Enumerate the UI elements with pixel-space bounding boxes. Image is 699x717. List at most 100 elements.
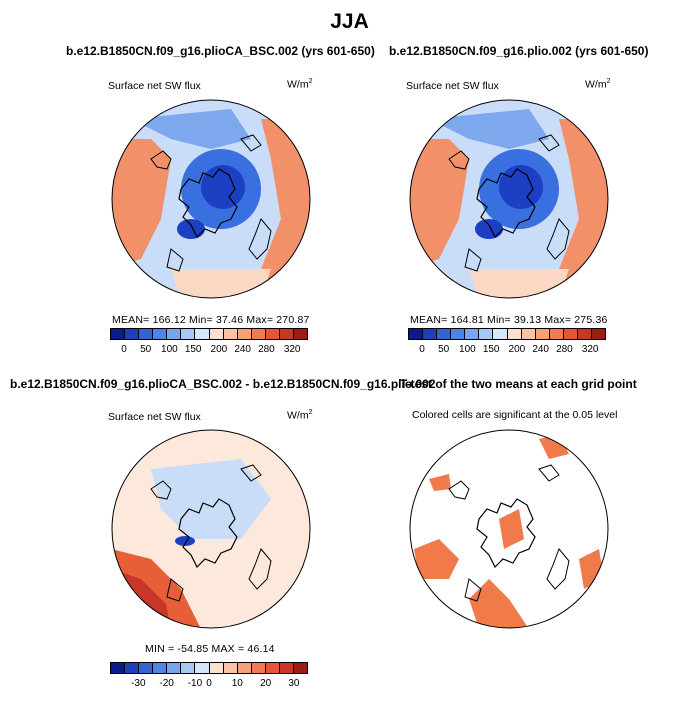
significant-cells bbox=[499, 509, 524, 549]
colorbar-swatch bbox=[195, 663, 210, 673]
colorbar-swatch bbox=[153, 663, 168, 673]
colorbar-tick-label: 10 bbox=[231, 678, 243, 689]
colorbar-swatch bbox=[209, 663, 224, 673]
coastline bbox=[150, 134, 272, 272]
colorbar-swatch bbox=[237, 329, 252, 339]
colorbar-tick-label: -20 bbox=[159, 678, 174, 689]
map-boundary bbox=[409, 429, 609, 629]
colorbar-swatch bbox=[251, 663, 266, 673]
colorbar-swatch bbox=[167, 663, 182, 673]
panel2-variable-label: Surface net SW flux bbox=[406, 80, 499, 92]
colorbar-swatch bbox=[237, 663, 252, 673]
colorbar-tick-label: 280 bbox=[556, 344, 573, 355]
colorbar-tick-label: 0 bbox=[419, 344, 425, 355]
colorbar-tick-label: -30 bbox=[131, 678, 146, 689]
colorbar-swatch bbox=[153, 329, 168, 339]
greenland-low-flux bbox=[475, 219, 503, 239]
colorbar-swatch bbox=[279, 663, 295, 673]
coastline bbox=[178, 498, 238, 569]
map-boundary bbox=[111, 99, 311, 299]
colorbar-swatch bbox=[592, 329, 606, 339]
panel3-polar-map bbox=[111, 429, 311, 629]
coastline bbox=[150, 464, 272, 602]
panel4-significance-map bbox=[409, 429, 609, 629]
cool-region bbox=[131, 109, 251, 149]
significant-cells bbox=[469, 579, 529, 628]
panel4-subtitle: Colored cells are significant at the 0.0… bbox=[412, 409, 618, 421]
colorbar-tick-label: 320 bbox=[581, 344, 599, 355]
panel3-stats: MIN = -54.85 MAX = 46.14 bbox=[145, 643, 275, 655]
panel2-colorbar bbox=[408, 328, 606, 340]
panel3-units: W/m2 bbox=[287, 409, 313, 422]
colorbar-tick-label: 50 bbox=[438, 344, 450, 355]
colorbar-swatch bbox=[223, 329, 238, 339]
colorbar-swatch bbox=[181, 663, 196, 673]
map-field bbox=[410, 100, 608, 298]
panel1-stats: MEAN= 166.12 Min= 37.46 Max= 270.87 bbox=[112, 314, 310, 326]
colorbar-swatch bbox=[111, 329, 126, 339]
panel2-units: W/m2 bbox=[585, 78, 611, 91]
coastline bbox=[178, 168, 238, 239]
colorbar-swatch bbox=[111, 663, 126, 673]
colorbar-swatch bbox=[294, 329, 308, 339]
figure-title: JJA bbox=[330, 10, 369, 33]
map-boundary bbox=[409, 99, 609, 299]
colorbar-swatch bbox=[563, 329, 578, 339]
colorbar-tick-label: 100 bbox=[459, 344, 476, 355]
significant-cells bbox=[429, 474, 451, 491]
panel4-title: T-test of the two means at each grid poi… bbox=[400, 377, 637, 391]
colorbar-swatch bbox=[549, 329, 564, 339]
panel2-polar-map bbox=[409, 99, 609, 299]
greenland-low-flux bbox=[177, 219, 205, 239]
colorbar-tick-label: 150 bbox=[184, 344, 202, 355]
map-field bbox=[112, 100, 310, 298]
coastline bbox=[448, 134, 570, 272]
colorbar-swatch bbox=[139, 329, 154, 339]
panel1-polar-map bbox=[111, 99, 311, 299]
panel2-title: b.e12.B1850CN.f09_g16.plio.002 (yrs 601-… bbox=[389, 44, 649, 58]
panel3-title: b.e12.B1850CN.f09_g16.plioCA_BSC.002 - b… bbox=[10, 377, 436, 391]
cool-region bbox=[429, 109, 549, 149]
negative-diff-core bbox=[175, 536, 195, 546]
colorbar-tick-label: 320 bbox=[283, 344, 301, 355]
colorbar-swatch bbox=[195, 329, 210, 339]
colorbar-swatch bbox=[279, 329, 295, 339]
map-field bbox=[410, 430, 608, 628]
coastline bbox=[476, 498, 536, 569]
panel1-title: b.e12.B1850CN.f09_g16.plioCA_BSC.002 (yr… bbox=[66, 44, 375, 58]
map-boundary bbox=[111, 429, 311, 629]
colorbar-tick-label: 30 bbox=[288, 678, 300, 689]
colorbar-swatch bbox=[139, 663, 154, 673]
colorbar-tick-label: 0 bbox=[121, 344, 127, 355]
colorbar-tick-label: 240 bbox=[532, 344, 549, 355]
colorbar-swatch bbox=[507, 329, 522, 339]
coastline bbox=[448, 464, 570, 602]
colorbar-swatch bbox=[409, 329, 424, 339]
colorbar-swatch bbox=[294, 663, 308, 673]
colorbar-swatch bbox=[451, 329, 466, 339]
colorbar-swatch bbox=[437, 329, 452, 339]
colorbar-tick-label: 240 bbox=[234, 344, 251, 355]
colorbar-tick-label: 100 bbox=[161, 344, 178, 355]
colorbar-tick-label: 200 bbox=[210, 344, 228, 355]
colorbar-tick-label: 0 bbox=[206, 678, 212, 689]
colorbar-swatch bbox=[125, 663, 140, 673]
coastline bbox=[476, 168, 536, 239]
colorbar-tick-label: 280 bbox=[258, 344, 275, 355]
colorbar-swatch bbox=[251, 329, 266, 339]
colorbar-swatch bbox=[465, 329, 480, 339]
panel3-variable-label: Surface net SW flux bbox=[108, 411, 201, 423]
warm-region bbox=[112, 139, 171, 269]
colorbar-swatch bbox=[577, 329, 593, 339]
colorbar-swatch bbox=[209, 329, 224, 339]
colorbar-swatch bbox=[479, 329, 494, 339]
colorbar-tick-label: 150 bbox=[482, 344, 500, 355]
colorbar-swatch bbox=[535, 329, 550, 339]
panel2-colorbar-ticks: 0 50 100 150 200 240 280 320 bbox=[408, 344, 606, 356]
significant-cells bbox=[414, 539, 459, 579]
colorbar-swatch bbox=[521, 329, 536, 339]
colorbar-swatch bbox=[167, 329, 182, 339]
colorbar-swatch bbox=[125, 329, 140, 339]
panel1-units: W/m2 bbox=[287, 78, 313, 91]
panel2-stats: MEAN= 164.81 Min= 39.13 Max= 275.36 bbox=[410, 314, 608, 326]
